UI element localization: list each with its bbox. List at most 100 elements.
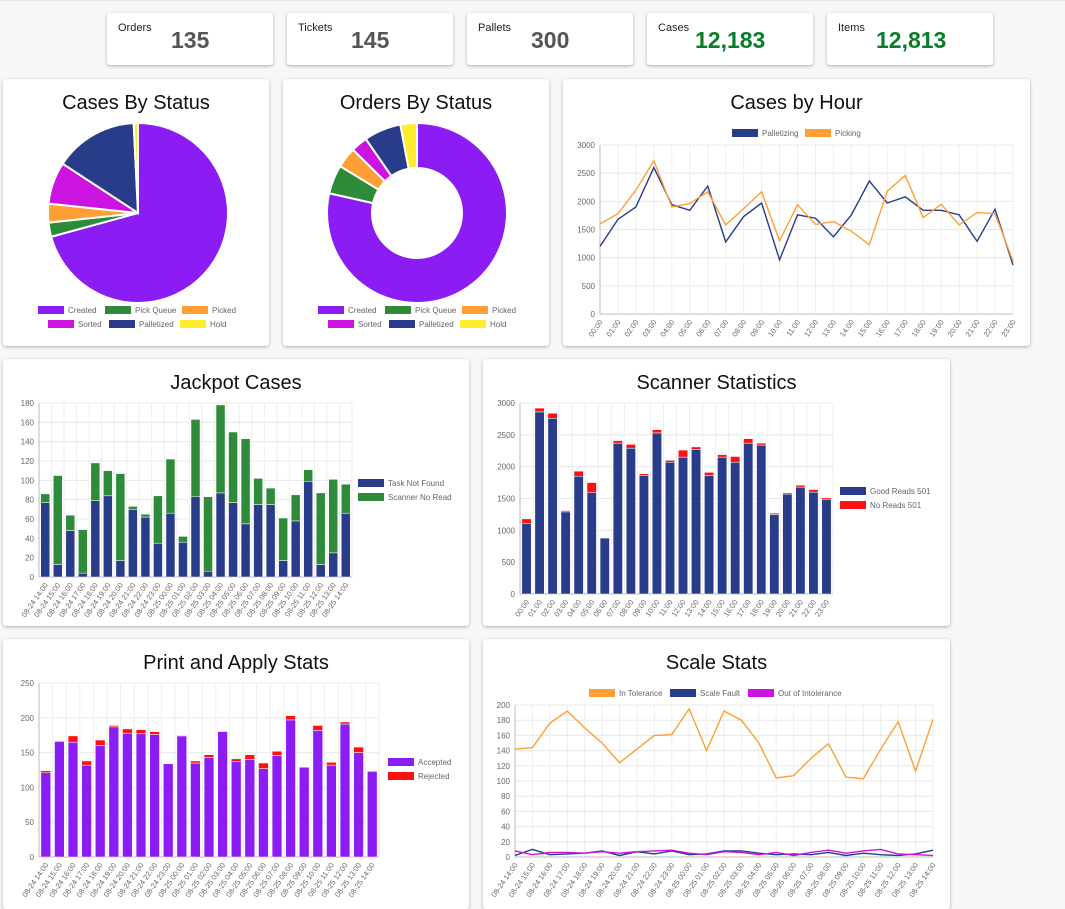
legend-label-palletized: Palletized	[139, 320, 174, 329]
stat-tickets[interactable]: Tickets 145	[287, 13, 453, 65]
y-tick-label: 180	[21, 399, 35, 408]
legend-swatch-out-of-intolerance	[748, 689, 774, 697]
bar-scanner-no-read	[66, 515, 75, 530]
legend-swatch-pick-queue	[105, 306, 131, 314]
bar-scanner-no-read	[316, 493, 325, 565]
bar-task-not-found	[178, 542, 187, 577]
y-tick-label: 200	[21, 714, 35, 723]
y-tick-label: 100	[497, 777, 511, 786]
bar-accepted	[218, 732, 228, 857]
legend-label-hold: Hold	[490, 320, 506, 329]
bar-task-not-found	[279, 561, 288, 577]
bar-accepted	[109, 727, 119, 857]
bar-no-reads-501	[665, 460, 674, 462]
legend-label-picked: Picked	[212, 306, 236, 315]
bar-good-reads-501	[744, 443, 753, 594]
x-tick-label: 20:00	[946, 318, 964, 339]
bar-no-reads-501	[757, 443, 766, 445]
x-tick-label: 08:00	[730, 318, 748, 339]
bar-task-not-found	[128, 509, 137, 577]
x-tick-label: 03:00	[640, 318, 658, 339]
legend-label-scale-fault: Scale Fault	[700, 689, 741, 698]
legend-label-task-not-found: Task Not Found	[388, 479, 444, 488]
bar-good-reads-501	[822, 500, 831, 594]
y-tick-label: 500	[502, 558, 516, 567]
top-divider	[0, 0, 1065, 1]
y-tick-label: 60	[501, 807, 510, 816]
bar-accepted	[95, 746, 105, 857]
legend-swatch-rejected	[388, 772, 414, 780]
bar-good-reads-501	[561, 512, 570, 594]
bar-no-reads-501	[639, 474, 648, 476]
x-tick-label: 10:00	[766, 318, 784, 339]
x-tick-label: 05:00	[676, 318, 694, 339]
bar-no-reads-501	[717, 455, 726, 458]
legend-swatch-picked	[182, 306, 208, 314]
legend-label-hold: Hold	[210, 320, 226, 329]
legend-swatch-hold	[460, 320, 486, 328]
bar-good-reads-501	[757, 445, 766, 594]
bar-task-not-found	[254, 505, 263, 578]
y-tick-label: 40	[501, 823, 510, 832]
bar-rejected	[123, 729, 133, 733]
bar-rejected	[177, 735, 187, 736]
legend-label-no-reads-501: No Reads 501	[870, 501, 922, 510]
legend-label-sorted: Sorted	[358, 320, 382, 329]
x-tick-label: 06:00	[694, 318, 712, 339]
bar-rejected	[340, 722, 350, 724]
legend-swatch-created	[38, 306, 64, 314]
bar-scanner-no-read	[254, 478, 263, 504]
y-tick-label: 60	[25, 515, 34, 524]
bar-good-reads-501	[626, 448, 635, 594]
stat-label: Items	[838, 22, 865, 34]
legend-swatch-created	[318, 306, 344, 314]
bar-task-not-found	[304, 481, 313, 577]
x-tick-label: 01:00	[604, 318, 622, 339]
bar-scanner-no-read	[116, 474, 125, 561]
legend-swatch-palletized	[389, 320, 415, 328]
y-tick-label: 3000	[497, 399, 515, 408]
stat-items[interactable]: Items 12,813	[827, 13, 993, 65]
bar-scanner-no-read	[291, 495, 300, 521]
bar-scanner-no-read	[191, 419, 200, 496]
bar-good-reads-501	[665, 462, 674, 594]
bar-accepted	[55, 741, 65, 857]
legend-label-rejected: Rejected	[418, 772, 450, 781]
bar-scanner-no-read	[128, 506, 137, 509]
bar-no-reads-501	[796, 485, 805, 487]
bar-accepted	[191, 763, 201, 857]
bar-scanner-no-read	[153, 496, 162, 543]
y-tick-label: 1500	[577, 226, 595, 235]
bar-task-not-found	[241, 524, 250, 577]
y-tick-label: 2500	[497, 431, 515, 440]
bar-task-not-found	[78, 573, 87, 577]
bar-no-reads-501	[535, 408, 544, 412]
bar-accepted	[231, 762, 241, 857]
y-tick-label: 20	[25, 554, 34, 563]
bar-accepted	[272, 755, 282, 857]
stat-orders[interactable]: Orders 135	[107, 13, 273, 65]
bar-accepted	[313, 730, 323, 857]
legend-label-out-of-intolerance: Out of Intolerance	[778, 689, 842, 698]
bar-good-reads-501	[730, 462, 739, 594]
bar-good-reads-501	[600, 538, 609, 594]
bar-good-reads-501	[548, 418, 557, 594]
bar-scanner-no-read	[204, 497, 213, 571]
bar-no-reads-501	[652, 430, 661, 433]
stat-cases[interactable]: Cases 12,183	[647, 13, 813, 65]
bar-task-not-found	[91, 501, 100, 577]
bar-rejected	[204, 755, 214, 758]
bar-scanner-no-read	[91, 463, 100, 501]
x-tick-label: 09:00	[748, 318, 766, 339]
bar-task-not-found	[141, 517, 150, 577]
bar-rejected	[191, 761, 201, 763]
bar-scanner-no-read	[41, 494, 50, 503]
bar-no-reads-501	[522, 519, 531, 523]
y-tick-label: 40	[25, 534, 34, 543]
stat-pallets[interactable]: Pallets 300	[467, 13, 633, 65]
x-tick-label: 23:00	[999, 318, 1017, 339]
y-tick-label: 80	[25, 496, 34, 505]
y-tick-label: 0	[30, 573, 35, 582]
